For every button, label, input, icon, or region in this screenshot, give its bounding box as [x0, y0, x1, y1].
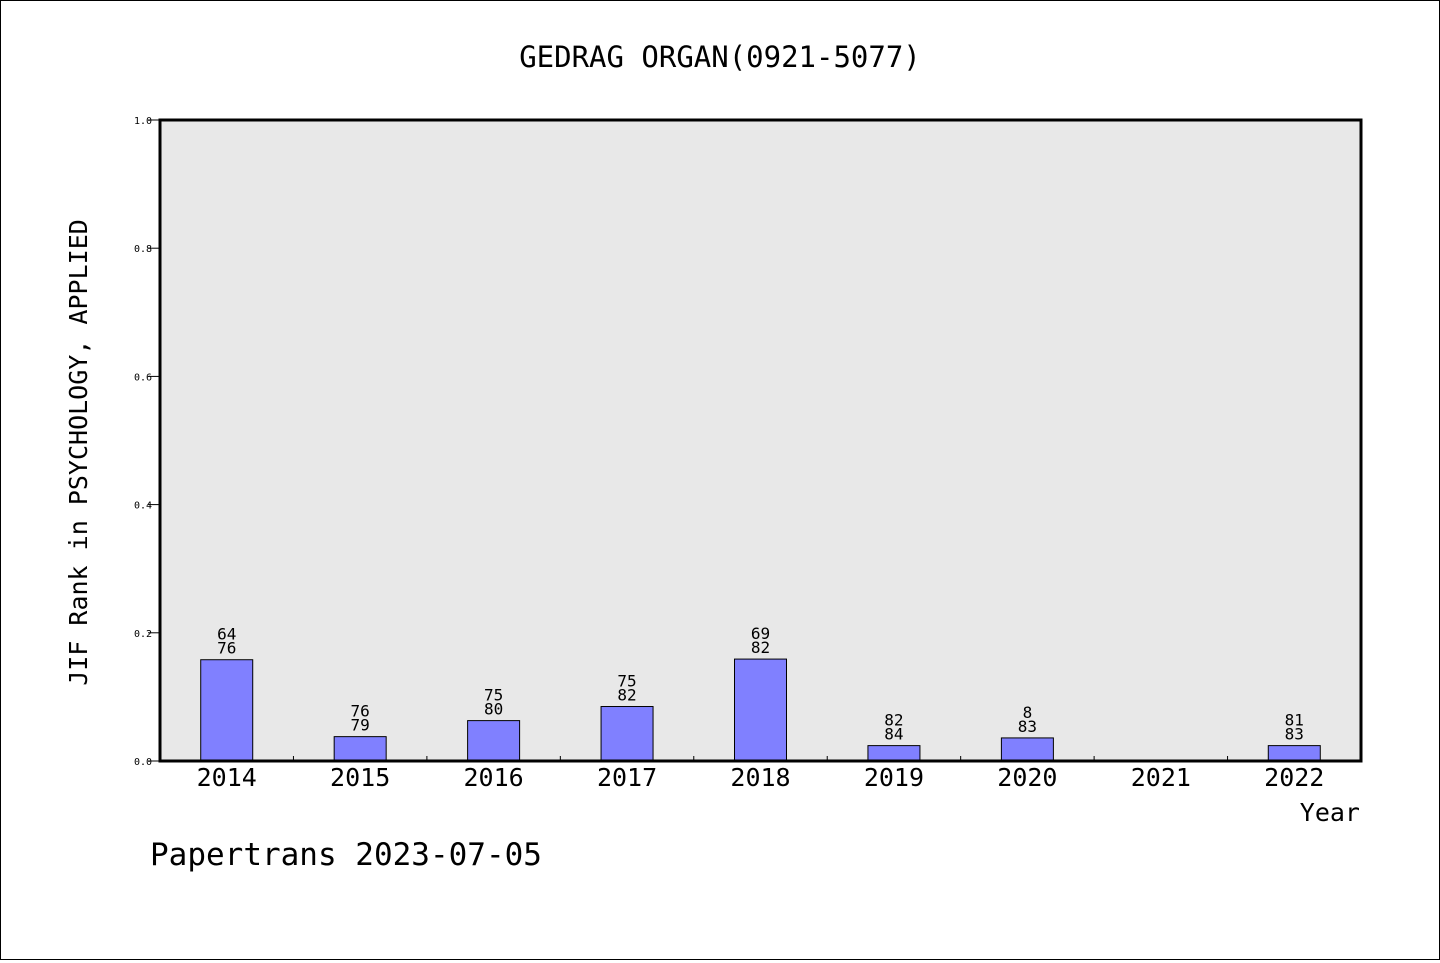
bar-label-top: 75 — [484, 686, 503, 705]
y-tick-label: 0.8 — [134, 244, 152, 255]
bar-label-top: 69 — [751, 624, 770, 643]
y-tick-label: 1.0 — [134, 116, 152, 127]
bar — [333, 736, 387, 762]
bar — [734, 658, 787, 762]
plot-border — [158, 118, 1363, 763]
y-tick-label: 0.6 — [134, 372, 152, 383]
bar-label-top: 64 — [217, 625, 236, 644]
bar-label-bottom: 82 — [617, 686, 636, 705]
bar-label-top: 76 — [351, 702, 370, 721]
y-axis-label: JIF Rank in PSYCHOLOGY, APPLIED — [64, 219, 93, 686]
y-tick-label: 0.2 — [134, 629, 152, 640]
bar-label-top: 82 — [884, 711, 903, 730]
bar — [1000, 737, 1054, 762]
bar — [600, 706, 654, 762]
chart-title: GEDRAG ORGAN(0921-5077) — [519, 40, 921, 74]
plot-area — [160, 120, 1361, 761]
y-tick-label: 0.4 — [134, 501, 152, 512]
x-tick-label: 2015 — [330, 763, 390, 792]
y-axis: 0.0 0.2 0.4 0.6 0.8 1.0 — [134, 116, 160, 768]
bar-label-bottom: 79 — [351, 716, 370, 735]
x-axis-label: Year — [1300, 798, 1360, 827]
x-tick-label: 2014 — [197, 763, 257, 792]
bar — [1267, 745, 1321, 762]
y-tick-label: 0.0 — [134, 757, 152, 768]
footer-credit: Papertrans 2023-07-05 — [150, 837, 542, 873]
x-tick-label: 2018 — [730, 763, 790, 792]
x-tick-label: 2017 — [597, 763, 657, 792]
bar — [467, 720, 521, 762]
x-tick-label: 2016 — [464, 763, 524, 792]
bar-label-bottom: 83 — [1285, 725, 1304, 744]
bar-label-bottom: 84 — [884, 725, 903, 744]
x-tick-label: 2020 — [997, 763, 1057, 792]
bar-label-bottom: 76 — [217, 639, 236, 658]
x-axis: 2014 2015 2016 2017 2018 2019 2020 2021 2022 — [197, 756, 1324, 792]
bar — [867, 745, 921, 762]
bar-label-top: 8 — [1023, 703, 1033, 722]
bar-label-bottom: 80 — [484, 700, 503, 719]
x-tick-label: 2019 — [864, 763, 924, 792]
bars-group — [200, 658, 1321, 762]
bar-label-top: 81 — [1285, 711, 1304, 730]
bar-label-bottom: 82 — [751, 638, 770, 657]
bar — [200, 659, 254, 762]
bar-label-top: 75 — [617, 672, 636, 691]
x-tick-label: 2021 — [1131, 763, 1191, 792]
bar-label-bottom: 83 — [1018, 717, 1037, 736]
x-tick-label: 2022 — [1264, 763, 1324, 792]
